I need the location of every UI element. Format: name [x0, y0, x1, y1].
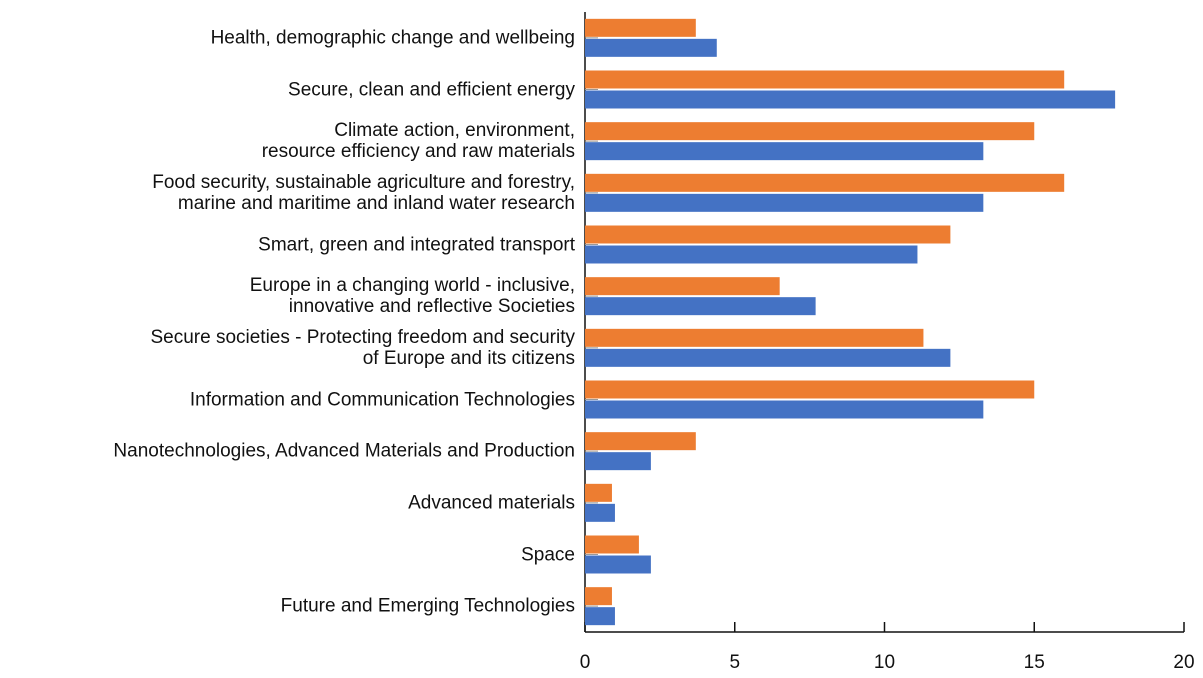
category-label: Health, demographic change and wellbeing — [210, 27, 575, 49]
category-label: Climate action, environment, resource ef… — [261, 120, 575, 163]
category-label: Nanotechnologies, Advanced Materials and… — [113, 440, 575, 462]
bar — [585, 122, 1035, 141]
bar — [585, 90, 1116, 109]
category-label: Smart, green and integrated transport — [258, 234, 575, 255]
bar — [585, 277, 780, 296]
category-label: Secure, clean and efficient energy — [288, 79, 575, 100]
category-label: Advanced materials — [408, 492, 575, 514]
bar — [585, 587, 612, 606]
bar — [585, 38, 717, 57]
bar — [585, 18, 696, 37]
bar — [585, 503, 615, 522]
bar — [585, 452, 651, 471]
x-tick-label: 20 — [1173, 652, 1194, 673]
x-tick-label: 5 — [729, 652, 740, 673]
bar — [585, 400, 984, 419]
bar — [585, 348, 951, 367]
x-tick-label: 15 — [1024, 652, 1045, 673]
category-label: Space — [521, 544, 575, 565]
bar — [585, 245, 918, 264]
category-label: Future and Emerging Technologies — [280, 595, 575, 617]
x-tick-label: 10 — [874, 652, 895, 673]
x-tick-label: 0 — [580, 652, 591, 673]
bar — [585, 380, 1035, 399]
category-label: Europe in a changing world - inclusive, … — [249, 275, 575, 318]
bar — [585, 555, 651, 574]
bar — [585, 70, 1065, 89]
bar — [585, 483, 612, 502]
category-label: Information and Communication Technologi… — [189, 389, 575, 410]
bar — [585, 297, 816, 316]
bar — [585, 328, 924, 347]
category-label: Food security, sustainable agriculture a… — [152, 171, 575, 214]
bar — [585, 535, 639, 554]
category-label: Secure societies - Protecting freedom an… — [150, 326, 575, 369]
bar — [585, 173, 1065, 192]
bar — [585, 142, 984, 161]
bar — [585, 193, 984, 212]
bar — [585, 432, 696, 451]
bar — [585, 225, 951, 244]
bar — [585, 607, 615, 626]
